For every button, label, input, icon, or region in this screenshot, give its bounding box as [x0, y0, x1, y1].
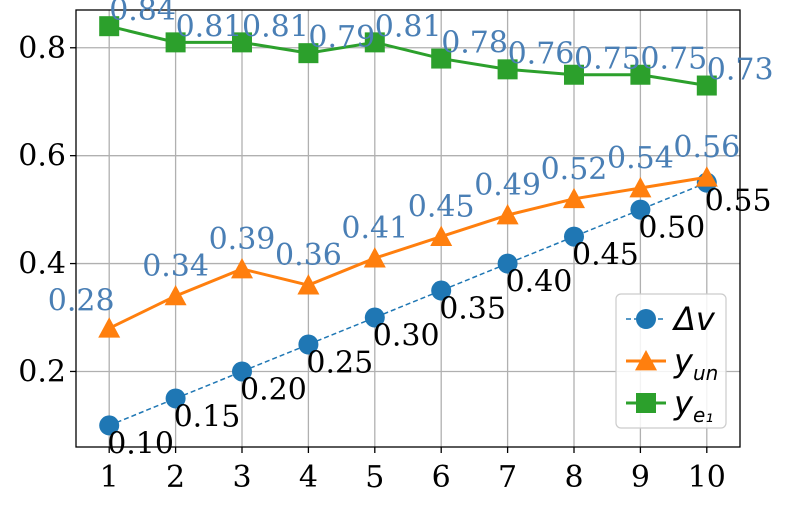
marker-ye1: [298, 43, 319, 64]
series-layer: [98, 16, 718, 436]
marker-ye1: [431, 48, 452, 69]
x-tick-label: 5: [365, 460, 384, 495]
marker-ye1: [364, 32, 385, 53]
legend-marker-ye1: [636, 393, 656, 413]
marker-yun: [496, 204, 519, 225]
x-tick-label: 9: [631, 460, 650, 495]
data-label-yun: 0.34: [142, 249, 209, 284]
data-label-dv: 0.45: [572, 238, 639, 273]
series-line-dv: [108, 181, 708, 427]
data-label-ye1: 0.81: [176, 9, 243, 44]
data-label-dv: 0.35: [439, 292, 506, 327]
x-tick-label: 1: [100, 460, 119, 495]
marker-yun: [430, 225, 453, 246]
data-label-ye1: 0.81: [242, 9, 309, 44]
data-label-yun: 0.39: [209, 222, 276, 257]
data-label-yun: 0.54: [607, 141, 674, 176]
marker-yun: [231, 257, 253, 279]
x-tick-label: 3: [232, 460, 251, 495]
data-label-dv: 0.40: [506, 265, 573, 300]
data-label-dv: 0.30: [373, 319, 440, 354]
legend-marker-yun: [635, 350, 657, 371]
data-label-ye1: 0.84: [109, 0, 176, 28]
marker-dv: [298, 334, 319, 355]
marker-yun: [563, 187, 585, 209]
marker-dv: [165, 388, 186, 409]
legend-label-dv: Δv: [671, 300, 716, 338]
x-tick-label: 7: [498, 460, 517, 495]
x-tick-label: 8: [564, 460, 583, 495]
data-labels: 0.100.150.200.250.300.350.400.450.500.55…: [48, 0, 774, 461]
marker-dv: [564, 226, 584, 247]
legend-subscript-ye1: e₁: [693, 403, 713, 427]
data-label-ye1: 0.78: [441, 26, 508, 61]
marker-ye1: [232, 32, 252, 53]
data-label-dv: 0.15: [174, 399, 241, 434]
data-label-dv: 0.55: [705, 184, 772, 219]
data-label-dv: 0.50: [638, 211, 705, 246]
x-tick-label: 10: [688, 460, 726, 495]
data-label-yun: 0.52: [541, 152, 608, 187]
marker-dv: [497, 253, 518, 274]
series-line-yun: [108, 175, 708, 330]
marker-ye1: [99, 16, 120, 37]
data-label-dv: 0.20: [240, 372, 307, 407]
marker-ye1: [165, 32, 186, 53]
data-label-yun: 0.56: [673, 130, 740, 165]
data-label-ye1: 0.75: [640, 42, 707, 77]
x-tick-label: 2: [166, 460, 185, 495]
y-tick-label: 0.2: [18, 354, 66, 389]
x-tick-label: 4: [299, 460, 318, 495]
y-tick-label: 0.4: [18, 247, 66, 282]
marker-ye1: [497, 59, 518, 80]
plot-frame: [75, 9, 741, 448]
marker-dv: [431, 280, 452, 301]
marker-ye1: [564, 64, 584, 85]
marker-dv: [630, 199, 651, 220]
marker-dv: [364, 307, 385, 328]
data-label-yun: 0.28: [48, 283, 115, 318]
marker-dv: [232, 361, 252, 382]
marker-yun: [695, 166, 718, 187]
data-label-ye1: 0.75: [574, 42, 641, 77]
marker-yun: [164, 284, 187, 306]
data-label-yun: 0.36: [275, 238, 342, 273]
y-tick-label: 0.6: [18, 139, 66, 174]
data-label-yun: 0.45: [408, 190, 475, 225]
axes: 1 2 3 4 5 6 7 8 9 10 0.2 0.4 0.6 0.8: [18, 9, 741, 495]
marker-yun: [629, 177, 652, 198]
marker-ye1: [696, 75, 717, 96]
data-label-yun: 0.49: [474, 168, 541, 203]
y-tick-label: 0.8: [18, 31, 66, 66]
marker-yun: [98, 317, 121, 338]
legend-subscript-yun: un: [693, 361, 718, 385]
marker-yun: [297, 274, 320, 295]
data-label-ye1: 0.79: [308, 20, 375, 55]
data-label-yun: 0.41: [341, 211, 408, 246]
x-tick-label: 6: [432, 460, 451, 495]
data-label-ye1: 0.81: [375, 9, 442, 44]
data-label-ye1: 0.76: [508, 36, 575, 71]
legend-marker-dv: [636, 309, 656, 329]
marker-yun: [363, 247, 386, 268]
data-label-dv: 0.25: [306, 345, 373, 380]
data-label-dv: 0.10: [107, 426, 174, 461]
marker-dv: [99, 415, 120, 436]
data-label-ye1: 0.73: [707, 53, 774, 88]
series-line-ye1: [108, 24, 708, 88]
marker-ye1: [630, 64, 651, 85]
